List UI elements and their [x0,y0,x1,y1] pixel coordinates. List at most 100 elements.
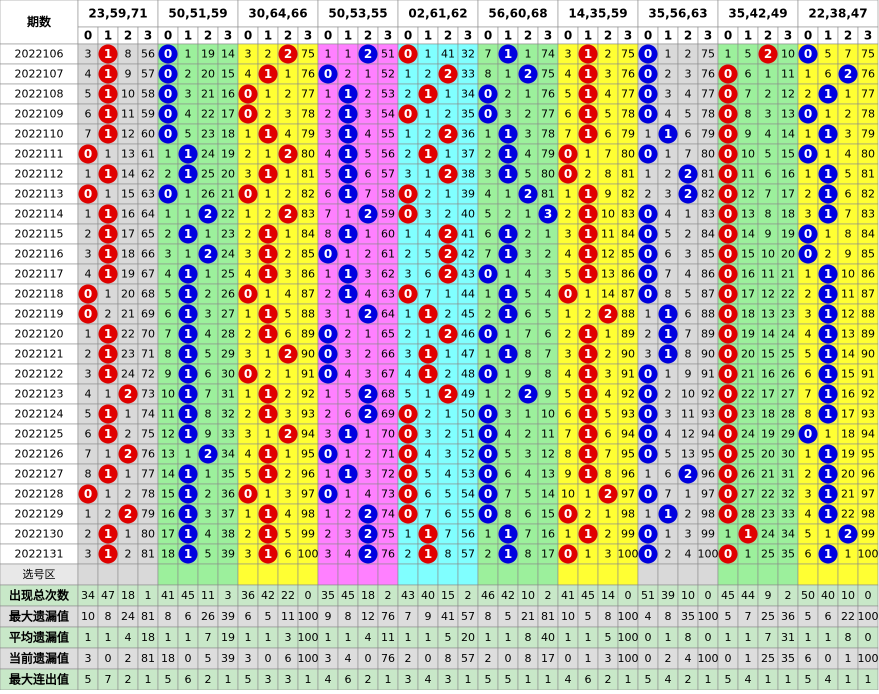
omission: 1 [445,288,452,301]
stat-value: 25 [761,610,775,623]
stat-value: 1 [485,631,492,644]
hit-number: 0 [724,367,732,381]
hit-number: 0 [724,347,732,361]
omission: 86 [701,268,715,281]
hit-number: 1 [824,347,832,361]
omission: 2 [285,188,292,201]
group-title: 50,51,59 [168,7,227,21]
omission: 21 [841,488,855,501]
omission: 3 [685,248,692,261]
stat-value: 7 [105,673,112,686]
omission: 95 [301,448,315,461]
hit-number: 1 [424,547,432,561]
cell [777,563,799,586]
stat-value: 3 [225,589,232,602]
omission: 3 [245,428,252,441]
omission: 4 [525,148,532,161]
omission: 21 [741,368,755,381]
stat-value: 42 [261,589,275,602]
omission: 8 [445,548,452,561]
stat-value: 0 [705,631,712,644]
omission: 3 [445,448,452,461]
stat-value: 4 [665,673,672,686]
omission: 79 [541,148,555,161]
period: 2022123 [15,388,64,401]
omission: 26 [741,468,755,481]
omission: 14 [221,48,235,61]
hit-number: 1 [264,387,272,401]
stat-value: 2 [465,589,472,602]
cell [177,563,199,586]
stat-value: 4 [425,673,432,686]
hit-number: 1 [104,327,112,341]
stat-value: 22 [841,610,855,623]
omission: 95 [701,448,715,461]
hit-number: 2 [844,67,852,81]
stat-value: 0 [865,631,872,644]
stat-value: 4 [685,652,692,665]
omission: 18 [841,428,855,441]
omission: 11 [681,408,695,421]
omission: 4 [485,188,492,201]
omission: 29 [221,348,235,361]
omission: 10 [561,488,575,501]
stat-value: 1 [505,631,512,644]
hit-number: 0 [404,47,412,61]
stat-value: 81 [141,652,155,665]
hit-number: 0 [164,87,172,101]
hit-number: 1 [824,307,832,321]
hit-number: 0 [484,327,492,341]
omission: 12 [781,88,795,101]
omission: 3 [405,168,412,181]
hit-number: 2 [124,507,132,521]
column-header: 0 [724,29,732,43]
stat-value: 8 [525,631,532,644]
omission: 50 [461,408,475,421]
omission: 81 [301,168,315,181]
omission: 5 [325,168,332,181]
stat-value: 100 [298,631,319,644]
omission: 4 [525,268,532,281]
omission: 80 [861,148,875,161]
omission: 5 [205,548,212,561]
omission: 76 [621,68,635,81]
omission: 1 [605,508,612,521]
hit-number: 1 [504,247,512,261]
cell [857,563,879,586]
stat-value: 34 [81,589,95,602]
stat-value: 0 [625,589,632,602]
omission: 7 [525,528,532,541]
omission: 4 [345,368,352,381]
omission: 78 [301,108,315,121]
hit-number: 0 [404,287,412,301]
hit-number: 1 [584,187,592,201]
hit-number: 2 [204,207,212,221]
hit-number: 0 [324,347,332,361]
stat-value: 1 [545,673,552,686]
hit-number: 1 [584,107,592,121]
omission: 31 [221,388,235,401]
stat-value: 35 [781,652,795,665]
omission: 6 [85,108,92,121]
omission: 79 [621,128,635,141]
period: 2022125 [15,428,64,441]
omission: 22 [761,488,775,501]
omission: 3 [805,488,812,501]
omission: 75 [621,48,635,61]
cell [397,563,419,586]
hit-number: 0 [324,327,332,341]
omission: 25 [201,168,215,181]
omission: 19 [201,48,215,61]
hit-number: 0 [724,507,732,521]
omission: 41 [441,48,455,61]
hit-number: 2 [204,247,212,261]
hit-number: 1 [504,127,512,141]
omission: 4 [365,128,372,141]
hit-number: 2 [524,67,532,81]
omission: 3 [285,268,292,281]
stat-value: 5 [505,610,512,623]
stat-value: 25 [761,652,775,665]
omission: 5 [665,228,672,241]
stat-value: 0 [365,652,372,665]
